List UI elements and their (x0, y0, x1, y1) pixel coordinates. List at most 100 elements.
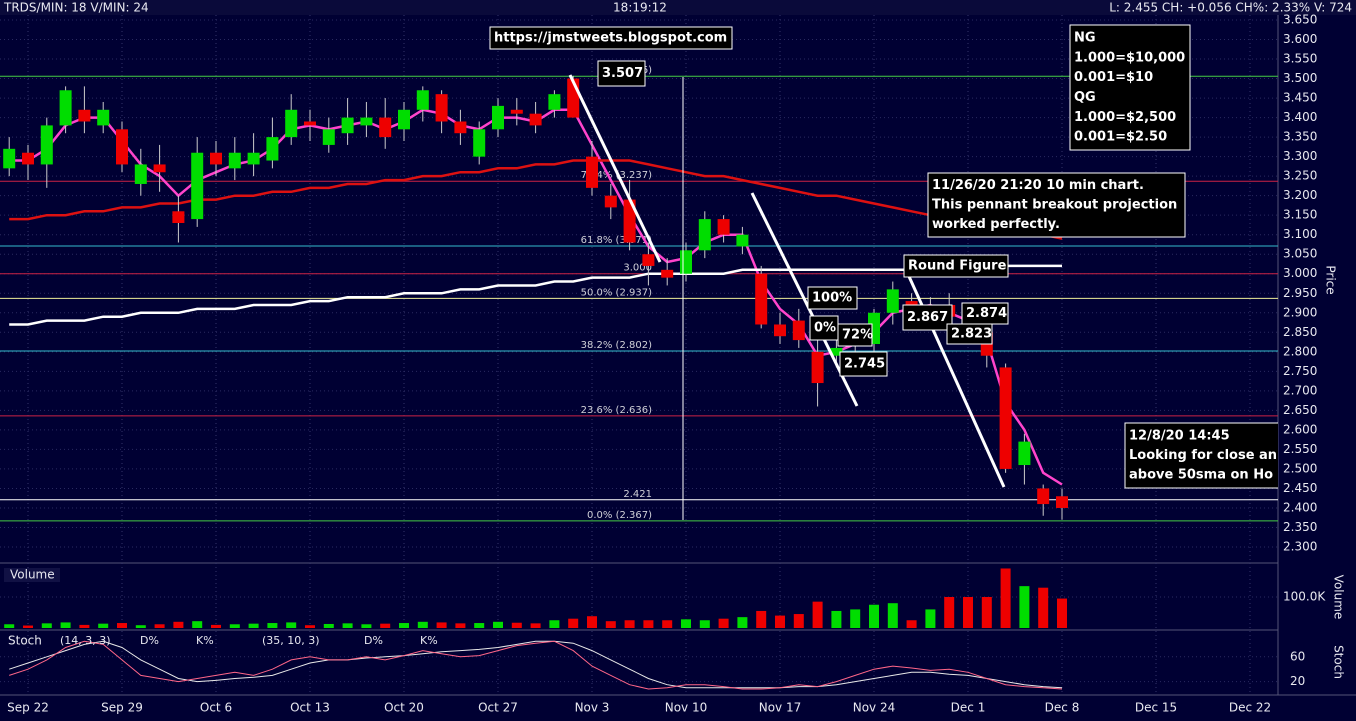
volume-bar (850, 609, 861, 628)
volume-bar (925, 609, 936, 628)
volume-bar (211, 624, 221, 628)
y-tick-label: 2.850 (1283, 325, 1317, 339)
header-quote: L: 2.455 CH: +0.056 CH%: 2.33% V: 724 (1109, 1, 1352, 15)
candle-body (473, 129, 486, 157)
annotation-box (1069, 24, 1191, 151)
y-tick-label: 2.400 (1283, 500, 1317, 514)
volume-bar (4, 624, 15, 628)
candle-body (360, 117, 373, 126)
volume-bar (380, 623, 391, 628)
y-tick-label: 3.300 (1283, 149, 1317, 163)
level-label: 0.0% (2.367) (587, 510, 652, 521)
x-tick-label: Dec 1 (951, 701, 986, 715)
volume-bar (869, 604, 879, 628)
annotation-box (837, 323, 873, 347)
annotation-text: above 50sma on Ho (1129, 468, 1273, 483)
candle-body (642, 254, 655, 266)
annotation-text: 0% (814, 321, 836, 336)
y-tick-label: 3.600 (1283, 32, 1317, 46)
candle-body (266, 137, 279, 161)
annotation-text: worked perfectly. (932, 217, 1060, 232)
y-tick-label: 3.450 (1283, 91, 1317, 105)
volume-bar (342, 623, 353, 628)
candle-body (492, 105, 504, 130)
candle-body (304, 121, 316, 126)
volume-bar (117, 623, 127, 628)
annotation-text: 1.000=$10,000 (1074, 50, 1185, 65)
plot-area: (3.506)76.4% (3.237)61.8% (3.071)3.00050… (0, 15, 1278, 695)
x-tick-label: Oct 27 (478, 701, 518, 715)
candle-body (698, 219, 711, 251)
annotation-text: 2.823 (951, 327, 992, 342)
annotation-text: https://jmstweets.blogspot.com (494, 31, 727, 46)
y-tick-label: 20 (1290, 674, 1305, 688)
volume-bar (887, 603, 898, 628)
candle-body (886, 289, 899, 313)
x-tick-label: Oct 20 (384, 701, 424, 715)
candle-body (1018, 441, 1031, 466)
legend-entry: (35, 10, 3) (262, 634, 320, 647)
volume-bar (229, 624, 240, 628)
candle-body (623, 199, 636, 243)
panel-title-bg (4, 568, 60, 582)
volume-bar (1000, 568, 1011, 628)
annotation-text: 0.001=$10 (1074, 70, 1153, 85)
legend-entry: D% (140, 634, 159, 647)
candle-body (999, 367, 1012, 469)
volume-bar (98, 623, 109, 628)
candle-body (134, 164, 147, 184)
level-label: 3.000 (623, 263, 652, 274)
volume-bar (549, 620, 560, 628)
y-tick-label: 2.950 (1283, 286, 1317, 300)
candle-body (830, 347, 843, 356)
level-label: 50.0% (2.937) (581, 287, 652, 298)
x-tick-label: Nov 24 (853, 701, 896, 715)
annotation-box (839, 351, 888, 377)
y-tick-label: 2.300 (1283, 540, 1317, 554)
candle-body (416, 90, 429, 110)
annotation-text: 12/8/20 14:45 (1129, 428, 1230, 443)
y-tick-label: 2.650 (1283, 403, 1317, 417)
moving-average (9, 159, 1063, 240)
legend-entry: K% (196, 634, 214, 647)
y-axis-label: Price (1324, 265, 1338, 294)
candle-body (510, 109, 523, 114)
volume-bar (737, 617, 748, 628)
candle-body (398, 109, 410, 130)
header-stats: TRDS/MIN: 18 V/MIN: 24 (3, 1, 149, 15)
annotations: https://jmstweets.blogspot.com NG 1.000=$1… (489, 24, 1278, 489)
annotation-text: This pennant breakout projection (932, 198, 1177, 213)
legend-entry: (14, 3, 3) (60, 634, 111, 647)
candle-body (191, 152, 204, 220)
y-tick-label: 3.550 (1283, 52, 1317, 66)
y-tick-label: 3.150 (1283, 208, 1317, 222)
candle-body (78, 109, 91, 122)
candle-body (435, 94, 448, 122)
y-tick-label: 100.0K (1283, 590, 1326, 604)
candle-body (40, 125, 53, 165)
annotation-text: 11/26/20 21:20 10 min chart. (932, 178, 1144, 193)
volume-bar (944, 597, 955, 628)
candle-body (792, 320, 805, 341)
volume-bar (267, 623, 278, 628)
volume-bar (530, 623, 541, 628)
candle-body (755, 273, 768, 325)
volume-bar (511, 622, 522, 628)
volume-bar (23, 625, 33, 628)
candle-body (285, 109, 298, 138)
candle-body (59, 90, 72, 126)
volume-bar (662, 620, 673, 628)
y-tick-label: 2.600 (1283, 422, 1317, 436)
volume-bar (1038, 587, 1049, 628)
annotation-box (903, 254, 1009, 278)
volume-bar (756, 610, 767, 628)
volume-bar (399, 623, 409, 628)
annotation-text: NG (1074, 30, 1096, 45)
candle-body (210, 152, 222, 165)
annotation-text: 72% (842, 328, 873, 343)
annotation-box (946, 323, 993, 345)
volume-bar (455, 623, 466, 628)
volume-bar (681, 619, 691, 628)
candle-body (661, 269, 674, 278)
candle-body (604, 195, 617, 208)
